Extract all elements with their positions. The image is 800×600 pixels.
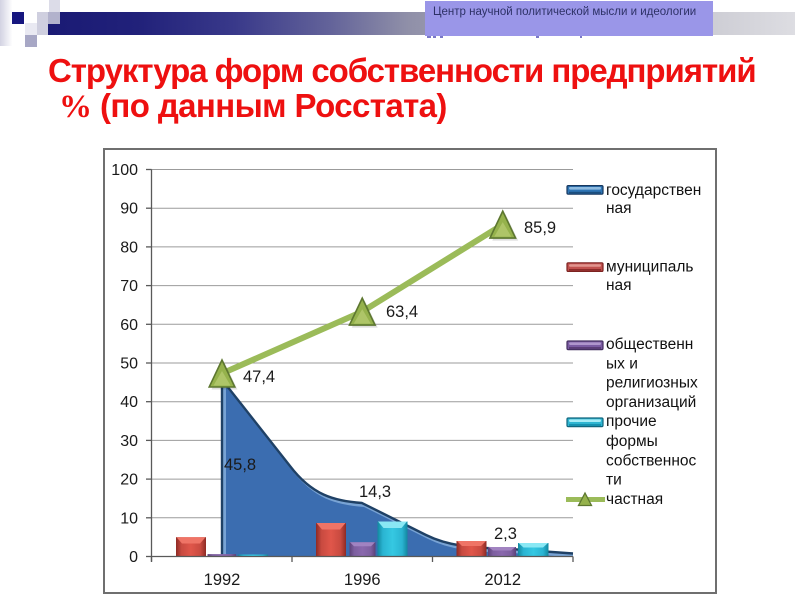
- svg-text:100: 100: [111, 162, 138, 179]
- svg-text:ная: ная: [606, 200, 632, 217]
- svg-text:10: 10: [120, 510, 138, 527]
- svg-text:80: 80: [120, 239, 138, 256]
- svg-text:2012: 2012: [484, 571, 521, 589]
- svg-text:общественн: общественн: [606, 336, 693, 353]
- svg-text:1992: 1992: [204, 571, 241, 589]
- svg-text:формы: формы: [606, 433, 658, 450]
- svg-text:63,4: 63,4: [386, 303, 418, 321]
- svg-text:ная: ная: [606, 277, 632, 294]
- svg-text:70: 70: [120, 278, 138, 295]
- svg-text:50: 50: [120, 356, 138, 373]
- svg-text:муниципаль: муниципаль: [606, 258, 693, 275]
- svg-text:60: 60: [120, 317, 138, 334]
- svg-text:частная: частная: [606, 491, 663, 508]
- svg-text:30: 30: [120, 433, 138, 450]
- svg-text:ти: ти: [606, 472, 622, 489]
- svg-text:1996: 1996: [344, 571, 381, 589]
- svg-text:47,4: 47,4: [243, 368, 275, 386]
- svg-text:государствен: государствен: [606, 182, 701, 199]
- svg-text:20: 20: [120, 472, 138, 489]
- svg-text:религиозных: религиозных: [606, 375, 698, 392]
- svg-text:85,9: 85,9: [524, 219, 556, 237]
- svg-text:40: 40: [120, 394, 138, 411]
- svg-text:14,3: 14,3: [359, 483, 391, 501]
- svg-text:45,8: 45,8: [224, 456, 256, 474]
- svg-text:2,3: 2,3: [494, 525, 517, 543]
- svg-text:собственнос: собственнос: [606, 453, 697, 470]
- svg-text:0: 0: [129, 549, 138, 566]
- svg-text:организаций: организаций: [606, 394, 696, 411]
- svg-text:ых и: ых и: [606, 356, 638, 373]
- svg-text:прочие: прочие: [606, 413, 657, 430]
- svg-text:90: 90: [120, 201, 138, 218]
